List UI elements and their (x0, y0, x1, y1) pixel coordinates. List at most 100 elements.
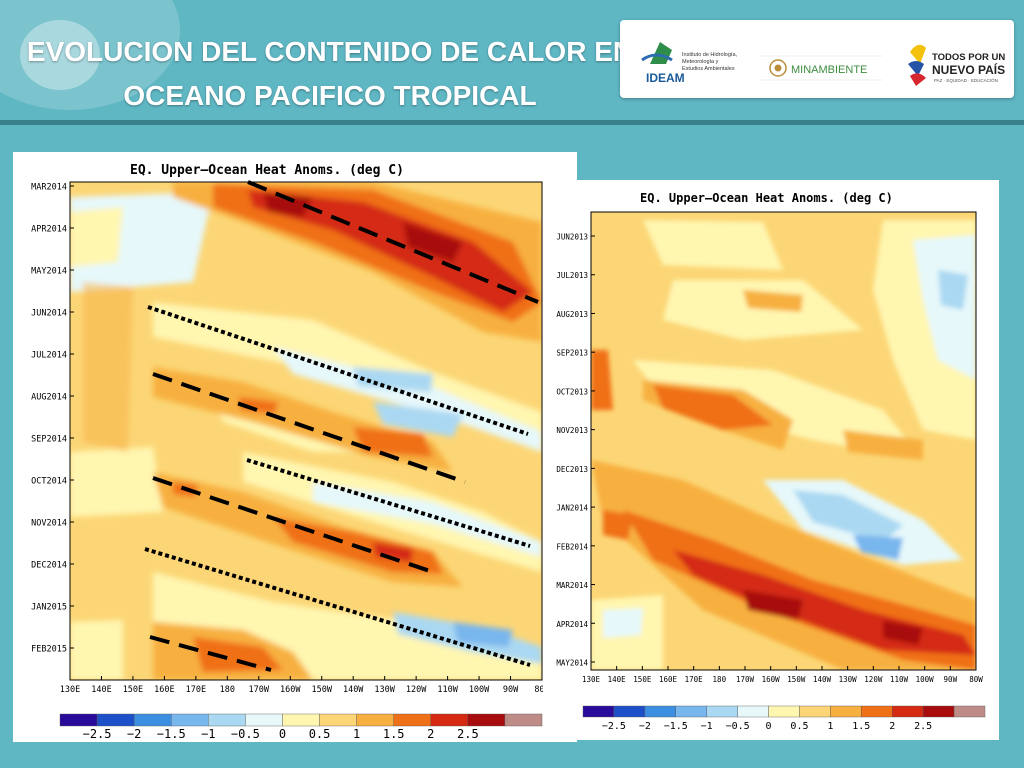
x-tick-label: 140E (608, 675, 627, 684)
x-tick-label: 100W (916, 675, 935, 684)
background-bubble (20, 20, 100, 90)
colorbar-label: 0 (766, 721, 772, 732)
x-tick-label: 150W (311, 685, 332, 695)
colorbar-label: −0.5 (726, 721, 750, 732)
colorbar-swatch (171, 713, 209, 727)
x-tick-label: 170E (186, 685, 206, 695)
y-tick-label: FEB2014 (556, 542, 588, 551)
y-axis: JUN2013 JUL2013 AUG2013 SEP2013 OCT2013 NOV20… (556, 233, 595, 668)
colorbar-swatch (582, 705, 615, 718)
logos: IDEAM Instituto de Hidrología, Meteorolo… (641, 42, 1005, 86)
ideam-name: IDEAM (646, 71, 685, 85)
chart-panel-right: EQ. Upper–Ocean Heat Anoms. (deg C) (543, 180, 999, 740)
x-axis: 130E 140E 150E 160E 170E 180 170W 160W 150W 140W 1… (60, 676, 551, 695)
x-tick-label: 170E (685, 675, 704, 684)
ideam-logo: IDEAM Instituto de Hidrología, Meteorolo… (641, 42, 738, 85)
x-tick-label: 150W (787, 675, 806, 684)
colorbar-swatch (133, 713, 172, 727)
y-tick-label: JAN2015 (31, 603, 67, 613)
x-tick-label: 110W (437, 685, 458, 695)
colorbar-swatch (59, 713, 98, 727)
x-tick-label: 130W (839, 675, 858, 684)
y-tick-label: MAY2014 (556, 659, 588, 668)
colorbar-swatch (706, 705, 738, 718)
colorbar-swatch (768, 705, 800, 718)
minambiente-logo: MINAMBIENTE (760, 55, 882, 81)
page-title: EVOLUCION DEL CONTENIDO DE CALOR EN OCEA… (0, 30, 660, 118)
colorbar-label: −1 (201, 727, 215, 741)
colorbar-swatch (922, 705, 955, 718)
y-tick-label: APR2014 (556, 620, 588, 629)
dashed-line (152, 372, 466, 484)
chart-panel-left: EQ. Upper–Ocean Heat Anoms. (deg C) (13, 152, 577, 742)
x-tick-label: 100W (469, 685, 490, 695)
x-tick-label: 150E (123, 685, 143, 695)
colorbar-label: 2.5 (914, 721, 932, 732)
colorbar-label: −1 (701, 721, 713, 732)
colorbar-swatch (675, 705, 707, 718)
page-title-line2: OCEANO PACIFICO TROPICAL (123, 80, 537, 111)
heatmap-field (591, 212, 976, 670)
ideam-subtitle-1: Instituto de Hidrología, (682, 52, 738, 58)
annotation-lines (144, 180, 539, 672)
colorbar-swatch (504, 713, 543, 727)
y-tick-label: OCT2013 (556, 387, 588, 396)
colorbar-swatch (208, 713, 246, 727)
x-tick-label: 140W (813, 675, 832, 684)
colorbar-label: −2 (639, 721, 651, 732)
x-tick-label: 80W (969, 675, 983, 684)
x-tick-label: 90W (503, 685, 519, 695)
y-tick-label: FEB2015 (31, 645, 67, 655)
colorbar-swatch (613, 705, 646, 718)
y-tick-label: JUL2014 (31, 351, 67, 361)
x-tick-label: 130E (60, 685, 80, 695)
colorbar-label: 1 (353, 727, 360, 741)
colorbar-label: 1.5 (852, 721, 870, 732)
y-tick-label: JUL2013 (556, 271, 588, 280)
y-tick-label: JAN2014 (556, 504, 588, 513)
todos-line3: PAZ · EQUIDAD · EDUCACIÓN (934, 77, 998, 83)
y-tick-label: MAY2014 (31, 267, 67, 277)
colorbar-label: −2 (127, 727, 141, 741)
logo-bar: IDEAM Instituto de Hidrología, Meteorolo… (620, 20, 1014, 98)
x-tick-label: 120W (406, 685, 427, 695)
y-tick-label: AUG2014 (31, 393, 67, 403)
y-tick-label: SEP2013 (556, 349, 588, 358)
colorbar-swatch (830, 705, 862, 718)
heat-anomaly-chart-left: EQ. Upper–Ocean Heat Anoms. (deg C) (31, 163, 551, 741)
colorbar-swatch (737, 705, 769, 718)
x-axis: 130E 140E 150E 160E 170E 180 170W 160W 150W 140W 1… (582, 666, 983, 684)
colorbar-label: −1.5 (157, 727, 186, 741)
y-tick-label: SEP2014 (31, 435, 67, 445)
y-tick-label: OCT2014 (31, 477, 67, 487)
colorbar-label: 2 (427, 727, 434, 741)
y-tick-label: DEC2013 (556, 465, 588, 474)
todos-line1: TODOS POR UN (932, 52, 1005, 63)
plot-frame (590, 211, 977, 671)
colorbar-label: 1 (827, 721, 833, 732)
x-tick-label: 170W (249, 685, 270, 695)
colorbar-swatch (799, 705, 831, 718)
ideam-subtitle-2: Meteorología y (682, 59, 719, 65)
x-tick-label: 180 (220, 685, 235, 695)
x-tick-label: 120W (864, 675, 883, 684)
x-tick-label: 160E (659, 675, 678, 684)
colorbar-label: −2.5 (83, 727, 112, 741)
y-tick-label: JUN2014 (31, 309, 67, 319)
flag-blue-icon (908, 61, 924, 76)
y-tick-label: APR2014 (31, 225, 67, 235)
x-tick-label: 160E (154, 685, 174, 695)
colorbar-swatch (96, 713, 135, 727)
chart-title: EQ. Upper–Ocean Heat Anoms. (deg C) (130, 163, 404, 178)
todos-por-un-nuevo-pais-logo: TODOS POR UN NUEVO PAÍS PAZ · EQUIDAD · … (908, 44, 1005, 86)
colorbar-label: −2.5 (602, 721, 626, 732)
colorbar-swatch (393, 713, 431, 727)
colorbar-label: −0.5 (231, 727, 260, 741)
chart-title: EQ. Upper–Ocean Heat Anoms. (deg C) (640, 191, 893, 205)
colorbar-label: 0.5 (309, 727, 331, 741)
colorbar-label: 2 (889, 721, 895, 732)
dashed-line (152, 476, 434, 574)
colorbar-label: 1.5 (383, 727, 405, 741)
y-tick-label: NOV2013 (556, 426, 588, 435)
heat-anomaly-chart-right: EQ. Upper–Ocean Heat Anoms. (deg C) (556, 191, 986, 732)
